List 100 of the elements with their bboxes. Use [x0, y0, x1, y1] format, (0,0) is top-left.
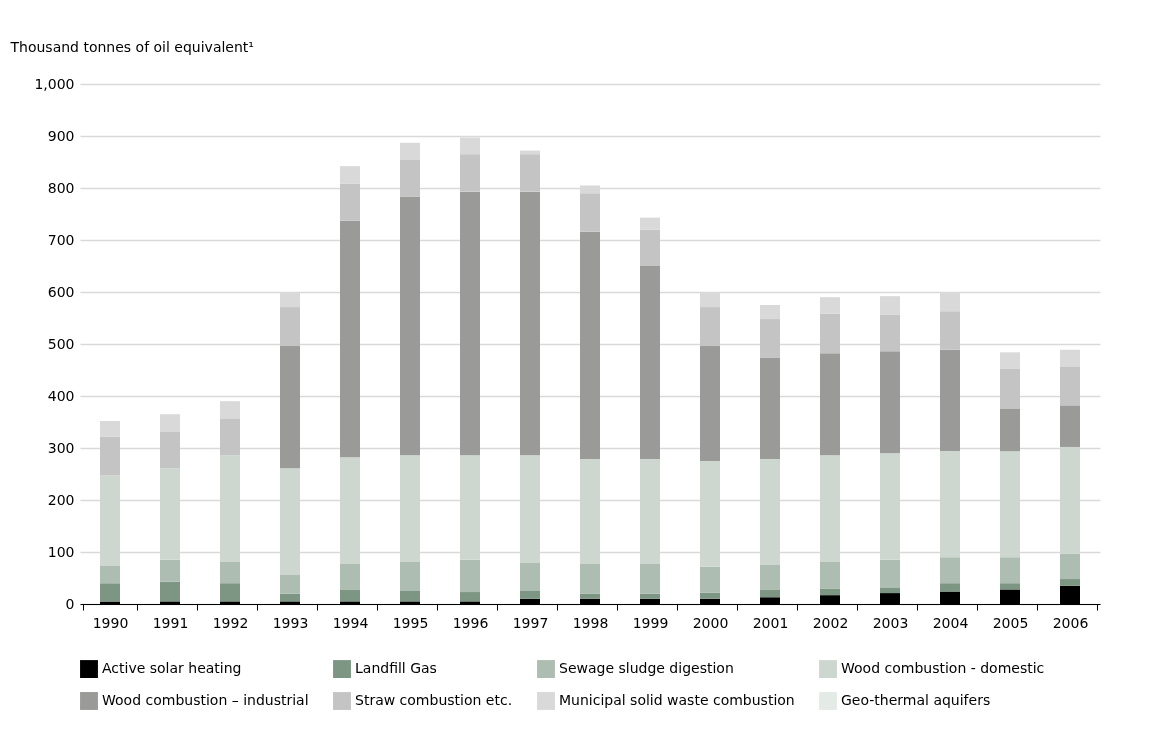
bar [160, 559, 180, 582]
bar [220, 561, 240, 584]
bar [160, 431, 180, 469]
bar [820, 353, 840, 456]
bar [280, 593, 300, 602]
bar [1060, 349, 1080, 367]
bar [880, 296, 900, 315]
bar [100, 436, 120, 476]
bar [340, 589, 360, 602]
bar [160, 414, 180, 432]
bar [1000, 557, 1020, 584]
bar [760, 305, 780, 320]
bar [460, 191, 480, 456]
bar [100, 566, 120, 584]
x-tick-label: 2005 [992, 614, 1029, 631]
bar [400, 142, 420, 160]
bar [1060, 553, 1080, 580]
bar [400, 561, 420, 591]
legend-label: Active solar heating [102, 660, 242, 677]
bar [280, 307, 300, 347]
legend-label: Sewage sludge digestion [559, 660, 734, 677]
bar [580, 563, 600, 594]
bar [340, 183, 360, 221]
y-tick-label: 500 [47, 335, 75, 352]
y-tick-label: 700 [47, 231, 75, 248]
bar [760, 319, 780, 358]
x-tick-label: 2003 [872, 614, 909, 631]
bar [520, 154, 540, 192]
bar [940, 557, 960, 584]
bar [340, 166, 360, 184]
y-tick-label: 400 [47, 387, 75, 404]
bar [760, 589, 780, 598]
x-tick-label: 1993 [272, 614, 309, 631]
bar [280, 574, 300, 594]
bar [100, 583, 120, 602]
bar [1060, 366, 1080, 406]
legend-label: Geo-thermal aquifers [841, 692, 991, 708]
x-tick-label: 1992 [212, 614, 249, 631]
x-tick-label: 1998 [572, 614, 609, 631]
legend-label: Landfill Gas [355, 660, 437, 677]
bar [340, 563, 360, 590]
bar [760, 565, 780, 590]
bar [1060, 405, 1080, 447]
bar [640, 266, 660, 459]
bar [1000, 368, 1020, 409]
bar [400, 591, 420, 602]
x-tick-label: 1996 [452, 614, 489, 631]
bar [1000, 409, 1020, 452]
x-tick-label: 2004 [932, 614, 969, 631]
bar [640, 217, 660, 230]
bar [880, 587, 900, 594]
bar [820, 561, 840, 589]
bar [700, 307, 720, 347]
bar [940, 311, 960, 350]
bar [880, 314, 900, 352]
x-tick-label: 1995 [392, 614, 429, 631]
bar [940, 583, 960, 592]
bar [700, 566, 720, 593]
bar [1060, 579, 1080, 586]
bar [700, 346, 720, 461]
bar [100, 420, 120, 437]
legend-label: Straw combustion etc. [355, 692, 513, 708]
bar [580, 231, 600, 459]
bar [640, 563, 660, 594]
bar [160, 581, 180, 602]
x-tick-label: 1999 [632, 614, 669, 631]
bar [400, 159, 420, 197]
y-tick-label: 900 [47, 127, 75, 144]
bar [220, 418, 240, 456]
y-tick-label: 600 [47, 283, 75, 300]
bar [760, 357, 780, 459]
bar [520, 191, 540, 456]
bar [520, 591, 540, 599]
bar [640, 593, 660, 599]
x-tick-label: 2002 [812, 614, 849, 631]
bar [460, 154, 480, 192]
bar [340, 220, 360, 458]
bar [640, 229, 660, 266]
x-tick-label: 1990 [92, 614, 129, 631]
legend-label: Municipal solid waste combustion [559, 692, 795, 708]
bar [940, 349, 960, 452]
bar [520, 562, 540, 591]
bar [820, 588, 840, 596]
bar [1000, 583, 1020, 590]
bar [820, 297, 840, 314]
bar [880, 351, 900, 454]
y-tick-label: 200 [47, 491, 75, 508]
bar [580, 193, 600, 232]
x-tick-label: 2006 [1052, 614, 1089, 631]
bar [460, 559, 480, 593]
x-tick-label: 2001 [752, 614, 789, 631]
bar [220, 583, 240, 602]
x-tick-label: 1991 [152, 614, 189, 631]
bar [580, 593, 600, 599]
bar [400, 196, 420, 456]
y-tick-label: 800 [47, 179, 75, 196]
x-tick-label: 1994 [332, 614, 369, 631]
y-tick-label: 0 [65, 595, 75, 612]
bar [280, 346, 300, 469]
y-tick-label: 1,000 [34, 75, 75, 92]
